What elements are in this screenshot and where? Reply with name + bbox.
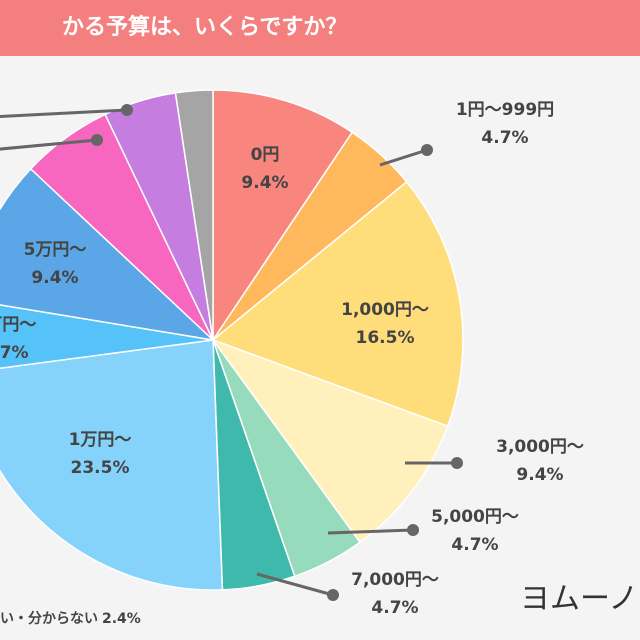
value-label: 2.4% xyxy=(102,611,141,627)
leader-line xyxy=(327,528,414,535)
leader-dot xyxy=(327,589,339,601)
value-label: 9.4% xyxy=(516,465,563,485)
pie-slice xyxy=(0,167,216,342)
value-label: 16.5% xyxy=(356,328,415,348)
category-label: 5万円〜 xyxy=(24,240,87,260)
value-label: 4.7% xyxy=(451,535,498,555)
leader-line xyxy=(256,572,334,597)
logo: ヨムーノ xyxy=(520,582,638,617)
pie-slice xyxy=(0,339,224,591)
pie-slice xyxy=(174,89,214,341)
category-label: 1円〜999円 xyxy=(456,100,554,120)
category-label: 3,000円〜 xyxy=(496,437,584,457)
category-label: 5,000円〜 xyxy=(431,507,519,527)
value-label: 4.7% xyxy=(371,598,418,618)
pie-slice xyxy=(210,338,449,544)
value-label: 4.7% xyxy=(0,343,29,363)
leader-line xyxy=(379,148,428,167)
chart-title: かる予算は、いくらですか？ xyxy=(62,14,347,40)
pie-slice xyxy=(211,180,464,428)
leader-dot xyxy=(421,144,433,156)
leader-dot xyxy=(407,524,419,536)
value-label: 9.4% xyxy=(241,173,288,193)
leader-line xyxy=(0,138,98,151)
leader-line xyxy=(0,108,128,118)
category-label: 1万円〜 xyxy=(69,430,132,450)
leader-dot xyxy=(91,134,103,146)
leader-dot xyxy=(451,457,463,469)
slice-label: い・分からない 2.4% xyxy=(0,611,141,627)
leader-dot xyxy=(121,104,133,116)
pie-slice xyxy=(212,89,354,343)
value-label: 4.7% xyxy=(481,128,528,148)
category-label: 7,000円〜 xyxy=(351,570,439,590)
title-bar xyxy=(0,0,640,56)
category-label: 3万円〜 xyxy=(0,315,36,335)
value-label: 9.4% xyxy=(31,268,78,288)
category-label: 0円 xyxy=(251,145,280,165)
pie-slice xyxy=(0,304,214,370)
category-label: 1,000円〜 xyxy=(341,300,429,320)
value-label: 23.5% xyxy=(71,458,130,478)
category-label: い・分からない xyxy=(0,611,98,627)
